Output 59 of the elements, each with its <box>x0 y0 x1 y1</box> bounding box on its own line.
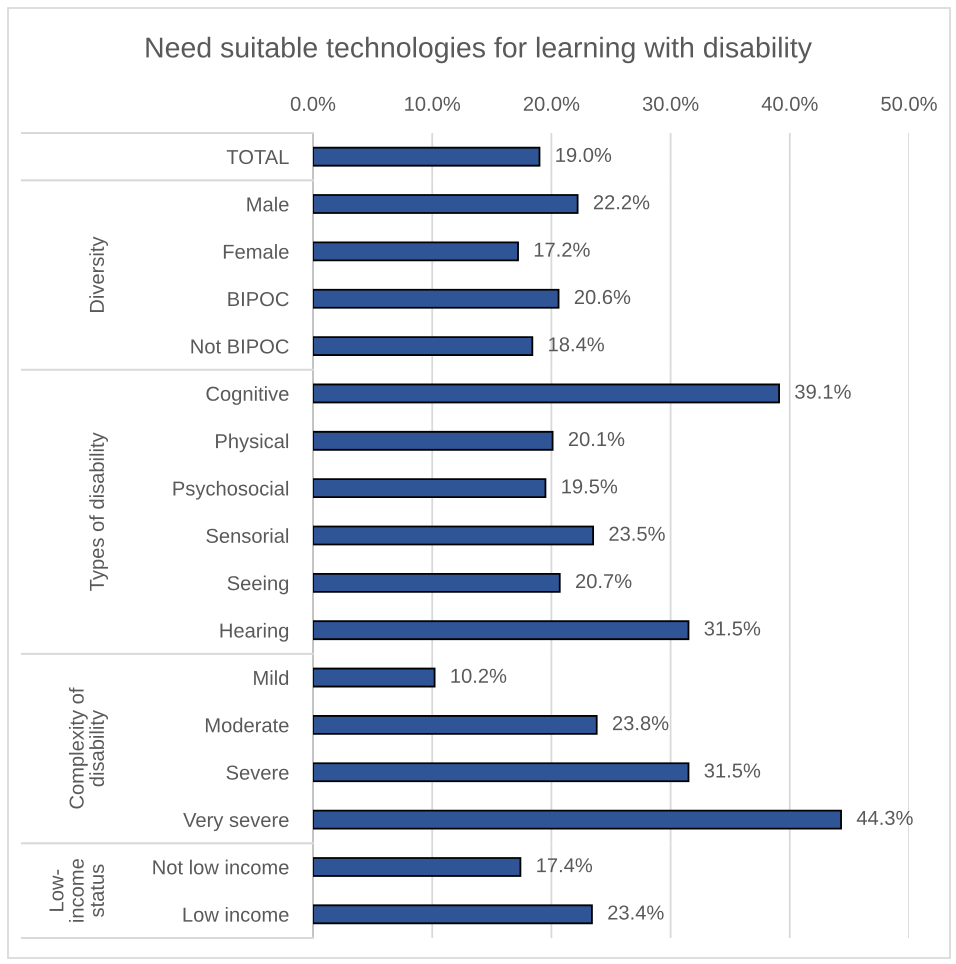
data-label: 31.5% <box>704 763 760 778</box>
data-label: 23.8% <box>612 716 668 730</box>
x-tick-label: 40.0% <box>762 96 818 111</box>
x-tick-label: 0.0% <box>290 96 336 111</box>
bar <box>313 336 534 356</box>
data-label: 18.4% <box>549 337 604 352</box>
y-tick-label: Severe <box>226 766 288 780</box>
bar <box>313 715 598 735</box>
y-tick-label: Seeing <box>228 576 288 594</box>
y-axis-title: Types of disability <box>89 432 108 591</box>
y-tick-label: Cognitive <box>206 386 288 405</box>
y-tick-label: Mild <box>254 670 288 686</box>
y-tick-label: Sensorial <box>206 528 288 543</box>
y-tick-label: Female <box>224 244 288 259</box>
y-axis-title: Low-income status <box>50 859 104 922</box>
data-label: 10.2% <box>451 668 506 683</box>
data-label: 44.3% <box>856 810 913 826</box>
data-label: 19.0% <box>556 148 612 162</box>
bar <box>313 572 561 593</box>
y-tick-label: Not low income <box>153 860 288 874</box>
bar <box>313 762 690 782</box>
data-label: 17.4% <box>537 858 592 872</box>
bar <box>313 620 690 640</box>
data-label: 23.4% <box>608 905 664 920</box>
bar <box>313 478 546 498</box>
y-tick-label: Psychosocial <box>174 480 288 500</box>
bar <box>313 288 560 309</box>
bar <box>313 668 436 688</box>
data-label: 20.7% <box>576 574 632 588</box>
y-axis-title: Diversity <box>89 236 108 312</box>
data-label: 39.1% <box>795 384 851 399</box>
bar <box>313 384 780 404</box>
y-tick-label: Not BIPOC <box>191 339 289 354</box>
y-tick-label: Very severe <box>183 813 288 832</box>
chart-title: Need suitable technologies for learning with disability <box>146 36 812 64</box>
y-tick-label: Physical <box>216 433 288 452</box>
data-label: 23.5% <box>609 526 665 541</box>
x-tick-label: 30.0% <box>642 96 698 111</box>
data-label: 22.2% <box>594 195 650 210</box>
bar <box>313 194 579 214</box>
x-tick-label: 10.0% <box>405 96 460 111</box>
bar <box>313 526 594 546</box>
y-tick-label: BIPOC <box>228 292 289 306</box>
bar <box>313 430 554 451</box>
data-label: 31.5% <box>704 621 760 636</box>
y-tick-label: Low income <box>184 907 288 922</box>
data-label: 19.5% <box>562 479 618 494</box>
bar <box>313 241 519 262</box>
y-tick-label: Moderate <box>206 718 288 732</box>
bar <box>313 810 842 830</box>
x-tick-label: 20.0% <box>524 96 580 111</box>
y-tick-label: Hearing <box>220 622 288 642</box>
data-label: 20.6% <box>574 290 630 304</box>
y-tick-label: Male <box>247 196 288 212</box>
x-tick-label: 50.0% <box>881 96 937 111</box>
data-label: 20.1% <box>568 432 624 446</box>
y-tick-label: TOTAL <box>226 150 289 164</box>
y-axis-title: Complexity of disability <box>68 688 108 809</box>
data-label: 17.2% <box>534 242 590 257</box>
